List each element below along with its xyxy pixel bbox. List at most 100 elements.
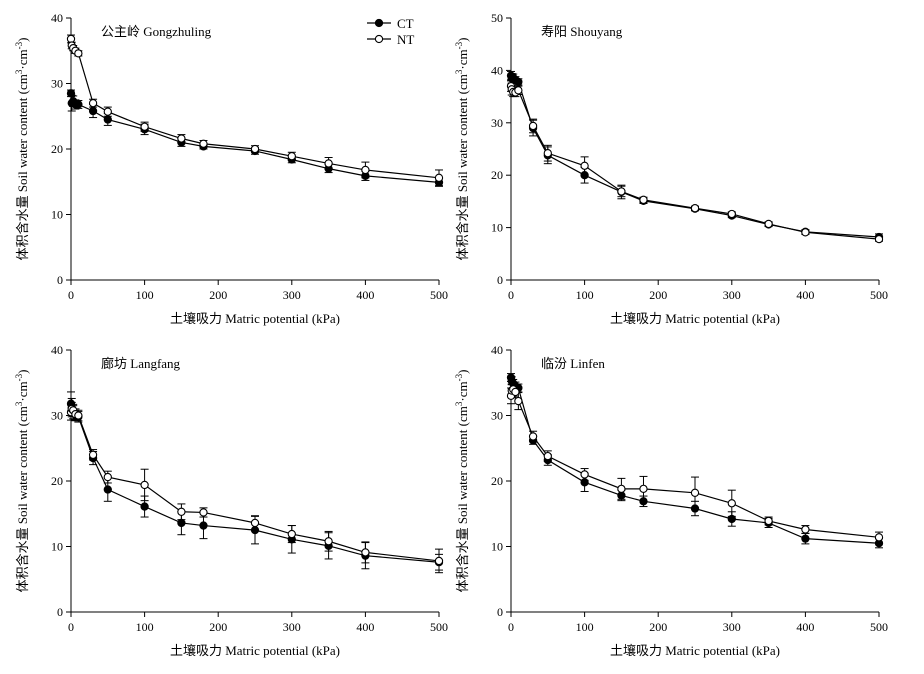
panel-title: 寿阳 Shouyang — [541, 24, 623, 39]
legend-label: CT — [397, 16, 414, 31]
x-axis-title: 土壤吸力 Matric potential (kPa) — [170, 643, 340, 658]
x-tick-label: 500 — [870, 288, 888, 302]
x-tick-label: 400 — [356, 288, 374, 302]
legend-marker — [374, 18, 384, 28]
data-point-nt — [727, 209, 736, 219]
data-point-nt — [199, 139, 208, 148]
data-point-nt — [140, 480, 149, 490]
panel-title: 公主岭 Gongzhuling — [101, 24, 212, 39]
x-tick-label: 500 — [430, 620, 448, 634]
data-point-nt — [177, 507, 186, 516]
data-point-nt — [764, 516, 773, 526]
y-tick-label: 0 — [497, 273, 503, 287]
data-point-nt — [580, 470, 589, 479]
x-tick-label: 300 — [723, 288, 741, 302]
data-point-nt — [324, 537, 333, 546]
x-tick-label: 200 — [209, 620, 227, 634]
x-tick-label: 300 — [723, 620, 741, 634]
y-tick-label: 40 — [491, 343, 503, 357]
legend-item-ct: CT — [367, 16, 414, 31]
series-ct — [506, 70, 884, 242]
data-point-nt — [177, 134, 186, 143]
data-point-nt — [511, 387, 520, 397]
x-tick-label: 100 — [576, 288, 594, 302]
data-point-ct — [177, 518, 186, 528]
y-tick-label: 10 — [51, 540, 63, 554]
data-point-nt — [639, 195, 648, 204]
y-tick-label: 50 — [491, 11, 503, 25]
x-tick-label: 100 — [136, 620, 154, 634]
data-point-nt — [74, 411, 83, 420]
data-point-nt — [434, 173, 444, 182]
x-axis-title: 土壤吸力 Matric potential (kPa) — [610, 643, 780, 658]
data-point-nt — [250, 144, 260, 154]
y-tick-label: 20 — [51, 474, 63, 488]
series-nt — [66, 401, 444, 574]
data-point-nt — [434, 556, 444, 566]
data-point-ct — [140, 502, 149, 511]
x-tick-label: 200 — [649, 288, 667, 302]
data-point-ct — [801, 534, 810, 543]
x-tick-label: 200 — [209, 288, 227, 302]
data-point-nt — [690, 488, 700, 497]
data-point-nt — [199, 508, 208, 517]
x-axis-title: 土壤吸力 Matric potential (kPa) — [170, 311, 340, 326]
data-point-nt — [617, 187, 626, 196]
data-point-nt — [514, 396, 523, 406]
data-point-nt — [88, 99, 98, 108]
y-tick-label: 0 — [57, 605, 63, 619]
series-ct — [506, 373, 884, 549]
y-tick-label: 20 — [491, 474, 503, 488]
series-line-nt — [70, 38, 440, 179]
y-axis-title: 体积含水量 Soil water content (cm3·cm-3) — [454, 38, 470, 261]
y-tick-label: 10 — [51, 208, 63, 222]
y-axis-title: 体积含水量 Soil water content (cm3·cm-3) — [454, 370, 470, 593]
data-point-nt — [250, 518, 260, 528]
data-point-ct — [88, 106, 98, 116]
data-point-nt — [103, 472, 112, 482]
series-line-nt — [510, 85, 880, 240]
data-point-nt — [543, 451, 552, 461]
y-tick-label: 40 — [51, 11, 63, 25]
series-nt — [506, 382, 884, 544]
data-point-nt — [617, 484, 626, 494]
data-point-ct — [66, 89, 76, 98]
x-tick-label: 0 — [508, 620, 514, 634]
data-point-nt — [88, 450, 98, 459]
x-tick-label: 200 — [649, 620, 667, 634]
data-point-nt — [690, 204, 700, 213]
y-tick-label: 30 — [51, 409, 63, 423]
data-point-ct — [199, 521, 208, 530]
panel-title: 临汾 Linfen — [541, 356, 605, 371]
data-point-nt — [801, 525, 810, 534]
data-point-nt — [764, 219, 773, 229]
series-line-ct — [70, 93, 440, 184]
data-point-nt — [324, 159, 333, 168]
data-point-nt — [514, 86, 523, 95]
x-tick-label: 100 — [136, 288, 154, 302]
data-point-nt — [74, 49, 83, 58]
legend-marker — [374, 34, 384, 44]
data-point-nt — [874, 234, 884, 244]
x-tick-label: 300 — [283, 288, 301, 302]
y-tick-label: 30 — [491, 116, 503, 130]
x-tick-label: 500 — [430, 288, 448, 302]
y-tick-label: 10 — [491, 540, 503, 554]
legend-item-nt: NT — [367, 32, 414, 47]
panel-title: 廊坊 Langfang — [101, 356, 181, 371]
x-tick-label: 400 — [796, 288, 814, 302]
data-point-nt — [361, 548, 370, 557]
y-axis-title: 体积含水量 Soil water content (cm3·cm-3) — [14, 38, 30, 261]
data-point-nt — [287, 529, 296, 539]
y-tick-label: 40 — [491, 63, 503, 77]
x-tick-label: 300 — [283, 620, 301, 634]
data-point-nt — [528, 121, 538, 131]
x-tick-label: 400 — [356, 620, 374, 634]
x-tick-label: 0 — [508, 288, 514, 302]
y-tick-label: 10 — [491, 221, 503, 235]
y-tick-label: 40 — [51, 343, 63, 357]
